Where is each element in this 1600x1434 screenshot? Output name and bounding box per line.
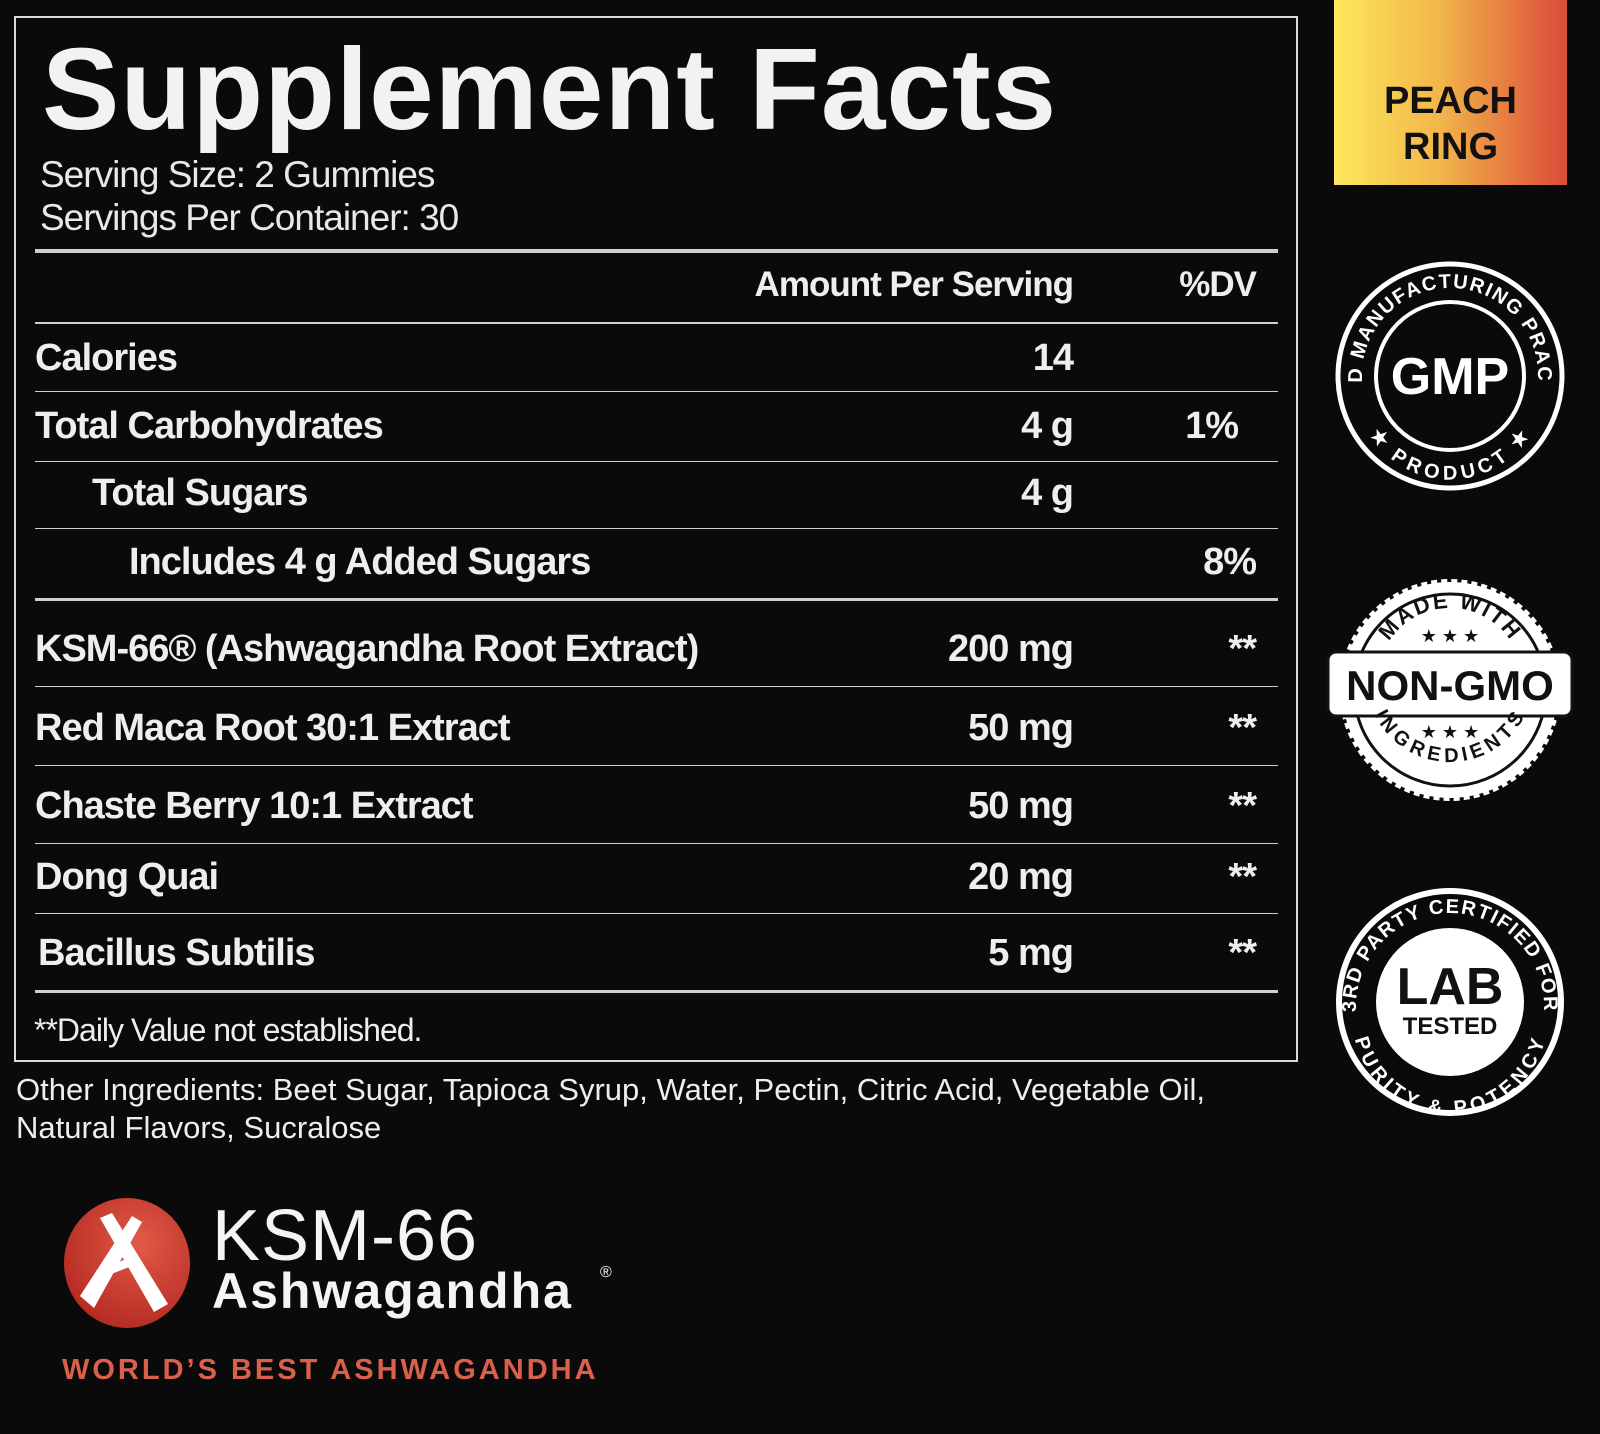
divider (35, 322, 1278, 324)
row-label: Includes 4 g Added Sugars (129, 541, 591, 583)
flavor-line-2: RING (1403, 126, 1498, 168)
servings-per-container: Servings Per Container: 30 (40, 197, 459, 238)
row-amount: 5 mg (988, 932, 1074, 974)
row-dv: 1% (1185, 405, 1239, 447)
non-gmo-badge-icon: MADE WITH INGREDIENTS ★ ★ ★ ★ ★ ★ NON-GM… (1326, 579, 1574, 801)
row-label: Total Sugars (92, 472, 308, 514)
row-amount: 14 (1032, 337, 1074, 379)
brand-tagline: WORLD’S BEST ASHWAGANDHA (62, 1354, 599, 1386)
row-dv: ** (1228, 785, 1257, 827)
flavor-badge: PEACH RING (1334, 0, 1567, 185)
row-amount: 4 g (1021, 472, 1074, 514)
svg-text:★ ★ ★: ★ ★ ★ (1421, 722, 1479, 742)
row-label: Dong Quai (35, 856, 219, 898)
row-amount: 200 mg (948, 628, 1074, 670)
svg-text:LAB: LAB (1397, 958, 1504, 1016)
row-amount: 50 mg (968, 785, 1074, 827)
row-dv: ** (1228, 856, 1257, 898)
row-amount: 20 mg (968, 856, 1074, 898)
svg-text:TESTED: TESTED (1403, 1013, 1498, 1040)
svg-text:GMP: GMP (1391, 348, 1509, 406)
row-label: KSM-66® (Ashwagandha Root Extract) (35, 628, 699, 670)
amount-header: Amount Per Serving (754, 265, 1074, 304)
row-label: Chaste Berry 10:1 Extract (35, 785, 474, 827)
divider (35, 843, 1278, 844)
row-amount: 4 g (1021, 405, 1074, 447)
svg-text:NON-GMO: NON-GMO (1346, 662, 1554, 709)
row-label: Red Maca Root 30:1 Extract (35, 707, 510, 749)
table-row: Dong Quai 20 mg ** (35, 856, 1278, 898)
divider (35, 528, 1278, 529)
brand-name: KSM-66 (212, 1196, 479, 1276)
flavor-line-1: PEACH (1383, 80, 1518, 122)
row-dv: 8% (1203, 541, 1257, 583)
divider (35, 249, 1278, 253)
divider (35, 686, 1278, 687)
brand-subtitle: Ashwagandha (212, 1263, 573, 1319)
svg-text:★ ★ ★: ★ ★ ★ (1421, 626, 1479, 646)
table-row: Total Sugars 4 g (35, 472, 1278, 514)
divider (35, 765, 1278, 766)
row-label: Bacillus Subtilis (38, 932, 316, 974)
row-dv: ** (1228, 932, 1257, 974)
gmp-badge-icon: GOOD MANUFACTURING PRACTICE ★ PRODUCT ★ … (1330, 256, 1565, 491)
divider (35, 461, 1278, 462)
divider (35, 913, 1278, 914)
registered-mark: ® (600, 1264, 612, 1281)
table-row: KSM-66® (Ashwagandha Root Extract) 200 mg… (35, 628, 1278, 670)
ksm66-logo-icon (64, 1198, 190, 1328)
svg-text:★ PRODUCT ★: ★ PRODUCT ★ (1365, 424, 1535, 485)
supplement-facts-panel (14, 16, 1298, 1062)
table-header: Amount Per Serving %DV (35, 265, 1278, 305)
row-label: Total Carbohydrates (35, 405, 384, 447)
footnote: **Daily Value not established. (34, 1012, 422, 1048)
serving-size: Serving Size: 2 Gummies (40, 154, 435, 195)
divider (35, 990, 1278, 993)
other-ingredients: Other Ingredients: Beet Sugar, Tapioca S… (16, 1072, 1205, 1107)
divider (35, 598, 1278, 601)
row-label: Calories (35, 337, 178, 379)
table-row: Bacillus Subtilis 5 mg ** (35, 932, 1278, 974)
divider (35, 391, 1278, 392)
table-row: Includes 4 g Added Sugars 8% (35, 541, 1278, 583)
row-dv: ** (1228, 707, 1257, 749)
other-ingredients-cont: Natural Flavors, Sucralose (16, 1110, 382, 1145)
dv-header: %DV (1179, 265, 1257, 304)
table-row: Calories 14 (35, 337, 1278, 379)
table-row: Total Carbohydrates 4 g 1% (35, 405, 1278, 447)
table-row: Chaste Berry 10:1 Extract 50 mg ** (35, 785, 1278, 827)
table-row: Red Maca Root 30:1 Extract 50 mg ** (35, 707, 1278, 749)
lab-tested-badge-icon: 3RD PARTY CERTIFIED FOR PURITY & POTENCY… (1336, 888, 1564, 1120)
row-dv: ** (1228, 628, 1257, 670)
row-amount: 50 mg (968, 707, 1074, 749)
page-title: Supplement Facts (42, 24, 1058, 154)
